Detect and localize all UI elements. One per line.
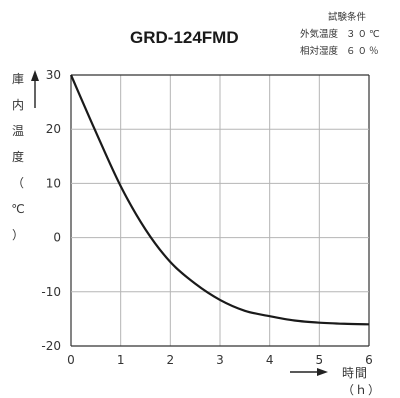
y-tick-label: 30 bbox=[46, 68, 61, 82]
x-axis-arrowhead bbox=[317, 368, 328, 376]
y-tick-label: -20 bbox=[41, 339, 61, 353]
y-axis-label: 庫 内 温 度 （ ℃ ） bbox=[9, 66, 27, 248]
chart-title: GRD-124FMD bbox=[130, 28, 239, 47]
y-tick-label: 20 bbox=[46, 122, 61, 136]
grid bbox=[70, 74, 370, 347]
y-axis-label-char: ） bbox=[11, 228, 24, 242]
y-tick-label: -10 bbox=[41, 285, 61, 299]
condition-row: 相対湿度 ６０％ bbox=[300, 43, 382, 60]
temperature-curve bbox=[69, 74, 370, 326]
y-tick-label: 0 bbox=[53, 231, 61, 245]
condition-value: ６０％ bbox=[346, 46, 381, 57]
x-tick-label: 2 bbox=[167, 353, 175, 367]
condition-label: 外気温度 bbox=[300, 29, 339, 40]
axes bbox=[31, 70, 328, 376]
y-axis-label-char: 温 bbox=[11, 124, 24, 138]
y-axis-label-char: ℃ bbox=[11, 202, 25, 216]
y-axis-label-char: 度 bbox=[11, 150, 24, 164]
condition-label: 相対湿度 bbox=[300, 46, 339, 57]
condition-row: 外気温度 ３０℃ bbox=[300, 26, 382, 43]
y-axis-label-char: 内 bbox=[11, 98, 24, 112]
conditions-heading: 試験条件 bbox=[328, 12, 367, 23]
x-tick-label: 5 bbox=[316, 353, 324, 367]
condition-value: ３０℃ bbox=[346, 29, 382, 40]
x-tick-label: 4 bbox=[266, 353, 274, 367]
y-axis-arrowhead bbox=[31, 70, 39, 81]
x-tick-label: 0 bbox=[67, 353, 75, 367]
y-axis-label-char: 庫 bbox=[11, 72, 24, 86]
test-conditions: 試験条件 外気温度 ３０℃ 相対湿度 ６０％ bbox=[300, 9, 382, 60]
tick-labels: 0 1 2 3 4 5 6 30 20 10 0 -10 -20 bbox=[41, 68, 372, 367]
temperature-chart: 0 1 2 3 4 5 6 30 20 10 0 -10 -20 bbox=[31, 68, 373, 376]
x-tick-label: 6 bbox=[365, 353, 373, 367]
x-tick-label: 3 bbox=[216, 353, 224, 367]
y-axis-label-char: （ bbox=[11, 176, 24, 190]
y-tick-label: 10 bbox=[46, 176, 61, 190]
x-tick-label: 1 bbox=[117, 353, 125, 367]
